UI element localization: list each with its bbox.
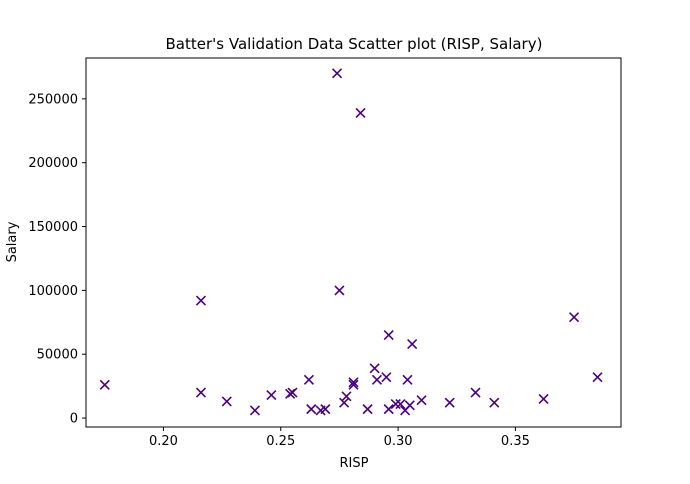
y-axis-label: Salary — [5, 221, 20, 262]
data-point — [306, 404, 317, 415]
data-point — [444, 397, 455, 408]
axes: 0.20 0.25 0.30 0.35 0 50000 100000 150000 200000… — [28, 57, 622, 449]
data-point — [407, 338, 418, 350]
data-point — [332, 68, 343, 79]
data-point — [195, 387, 207, 398]
x-tick-label: 0.20 — [149, 434, 178, 449]
data-point — [402, 374, 413, 385]
data-point — [369, 363, 380, 374]
data-point — [362, 404, 373, 415]
data-point — [381, 372, 392, 383]
data-point — [320, 404, 331, 415]
data-point — [538, 393, 549, 404]
data-point — [287, 387, 298, 398]
data-point — [339, 397, 350, 408]
y-tick-label: 50000 — [37, 348, 78, 363]
x-tick-label: 0.25 — [266, 434, 295, 449]
data-point — [249, 405, 261, 416]
y-tick-label: 100000 — [28, 284, 78, 299]
data-point — [348, 377, 359, 388]
data-point — [334, 285, 345, 296]
x-tick-label: 0.30 — [384, 434, 413, 449]
data-point — [383, 404, 394, 415]
data-point — [395, 398, 406, 410]
data-point — [416, 395, 427, 406]
plot-frame — [85, 57, 622, 428]
data-point — [221, 396, 232, 407]
y-tick-label: 250000 — [28, 92, 78, 107]
data-point — [99, 379, 110, 390]
data-point — [390, 398, 401, 410]
data-point — [195, 295, 207, 306]
data-point — [404, 400, 415, 411]
data-point — [569, 312, 580, 323]
data-point — [592, 372, 603, 383]
data-point — [489, 397, 500, 408]
x-tick-label: 0.35 — [501, 434, 530, 449]
data-point — [266, 390, 277, 401]
data-point — [348, 379, 359, 390]
x-axis-label: RISP — [340, 456, 369, 471]
y-tick-label: 150000 — [28, 220, 78, 235]
data-point — [303, 374, 314, 385]
data-point — [355, 107, 366, 118]
data-points — [99, 68, 603, 416]
data-point — [470, 387, 481, 398]
data-point — [371, 374, 383, 385]
data-point — [341, 391, 352, 402]
y-tick-label: 0 — [70, 412, 78, 427]
data-point — [383, 330, 394, 341]
y-tick-label: 200000 — [28, 156, 78, 171]
chart-title: Batter's Validation Data Scatter plot (R… — [166, 35, 543, 53]
